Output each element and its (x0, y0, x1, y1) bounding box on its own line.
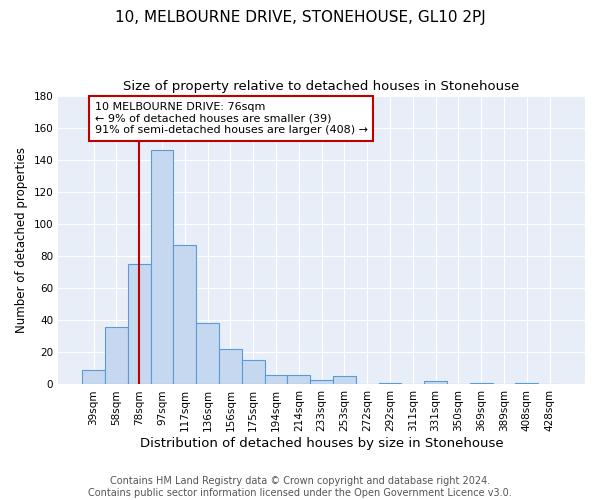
Bar (470, 383, 493, 384)
Bar (151, 150, 173, 384)
Text: 10, MELBOURNE DRIVE, STONEHOUSE, GL10 2PJ: 10, MELBOURNE DRIVE, STONEHOUSE, GL10 2P… (115, 10, 485, 25)
Bar (219, 349, 242, 384)
Title: Size of property relative to detached houses in Stonehouse: Size of property relative to detached ho… (124, 80, 520, 93)
Bar (515, 383, 538, 384)
Bar (242, 360, 265, 384)
Bar (196, 324, 219, 384)
Text: 10 MELBOURNE DRIVE: 76sqm
← 9% of detached houses are smaller (39)
91% of semi-d: 10 MELBOURNE DRIVE: 76sqm ← 9% of detach… (95, 102, 368, 135)
X-axis label: Distribution of detached houses by size in Stonehouse: Distribution of detached houses by size … (140, 437, 503, 450)
Bar (265, 375, 287, 384)
Bar (128, 264, 151, 384)
Bar (105, 326, 128, 384)
Bar (333, 376, 356, 384)
Y-axis label: Number of detached properties: Number of detached properties (15, 147, 28, 333)
Text: Contains HM Land Registry data © Crown copyright and database right 2024.
Contai: Contains HM Land Registry data © Crown c… (88, 476, 512, 498)
Bar (173, 245, 196, 384)
Bar (310, 380, 333, 384)
Bar (82, 370, 105, 384)
Bar (424, 381, 447, 384)
Bar (379, 383, 401, 384)
Bar (287, 375, 310, 384)
